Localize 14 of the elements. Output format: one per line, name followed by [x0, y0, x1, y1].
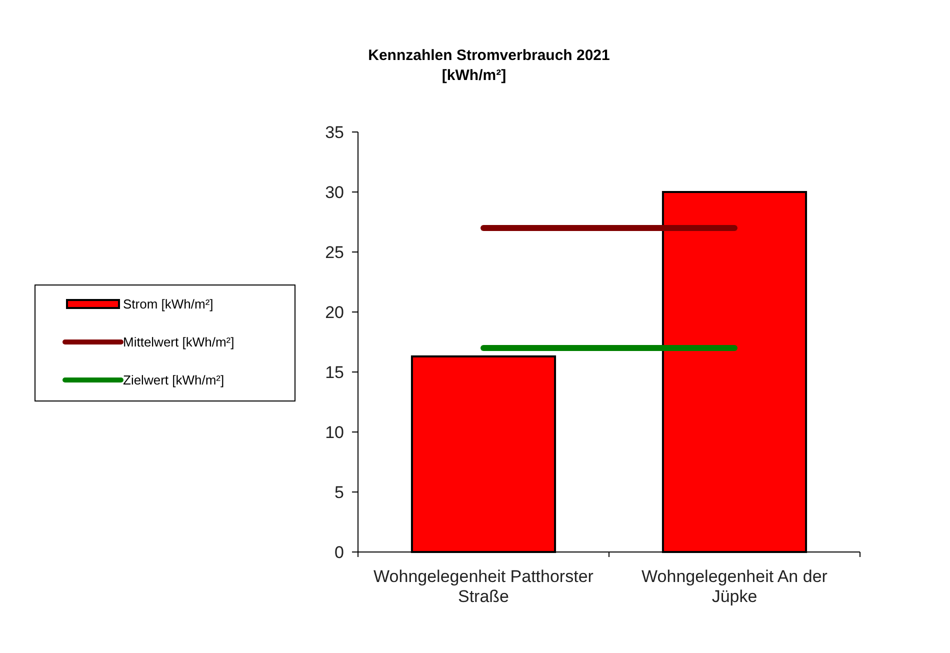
y-tick-label: 25 — [325, 242, 344, 262]
chart-title: Kennzahlen Stromverbrauch 2021 [kWh/m²] — [368, 47, 610, 84]
y-tick-label: 35 — [325, 122, 344, 142]
y-tick-label: 10 — [325, 422, 344, 442]
legend-label: Zielwert [kWh/m²] — [123, 372, 224, 388]
x-tick-label: Wohngelegenheit An der Jüpke — [642, 567, 828, 606]
y-tick-label: 15 — [325, 362, 344, 382]
y-tick-label: 0 — [334, 542, 344, 562]
legend-label: Strom [kWh/m²] — [123, 296, 214, 312]
y-tick-label: 20 — [325, 302, 344, 322]
legend-label: Mittelwert [kWh/m²] — [123, 334, 234, 350]
y-tick-label: 30 — [325, 182, 344, 202]
y-tick-label: 5 — [334, 482, 344, 502]
x-tick-label: Wohngelegenheit Patthorster Straße — [374, 567, 594, 606]
